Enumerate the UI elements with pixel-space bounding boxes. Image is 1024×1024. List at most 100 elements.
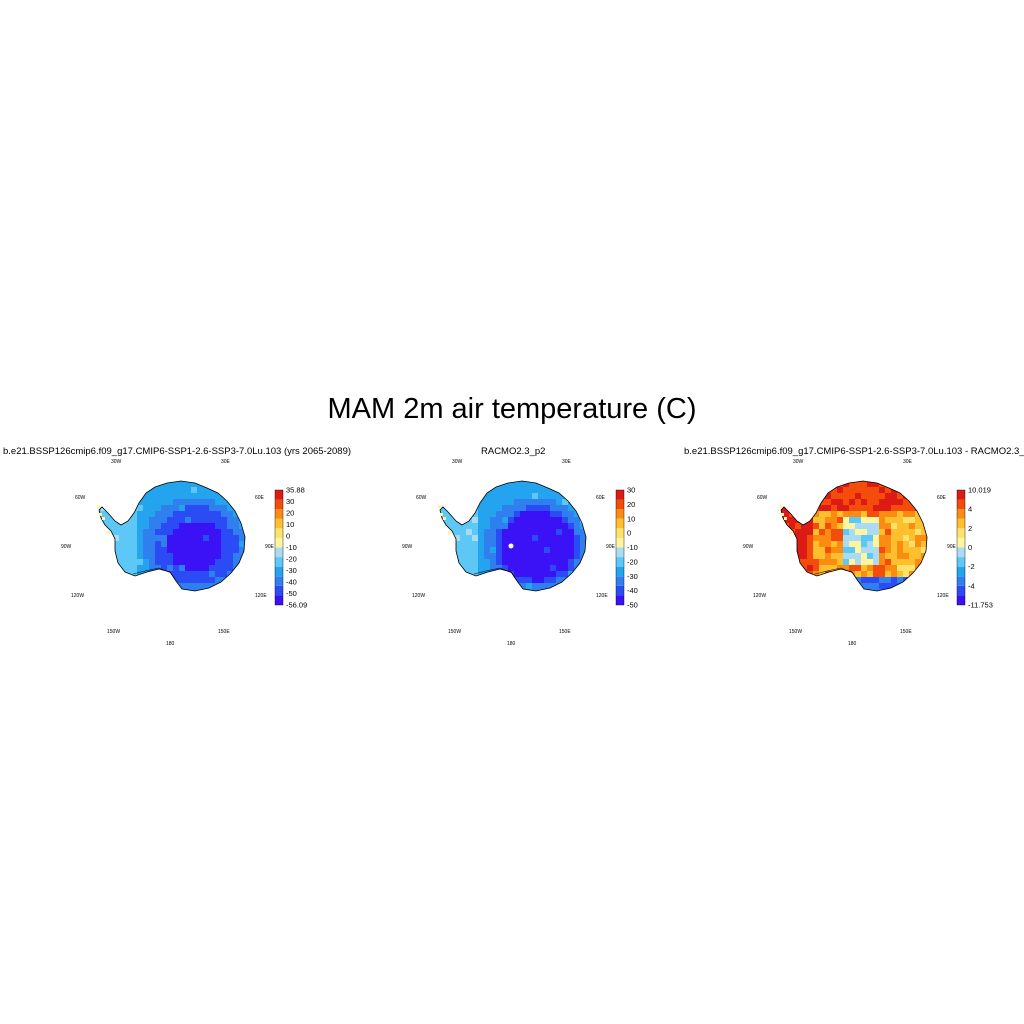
coastline <box>98 480 246 592</box>
lon-label-90e: 90E <box>947 544 957 550</box>
colorbar-label: -20 <box>286 555 297 564</box>
colorbar-swatch <box>957 585 965 596</box>
lon-label-180: 180 <box>166 641 175 647</box>
colorbar-label: -2 <box>968 562 975 571</box>
colorbar-label: 0 <box>968 543 972 552</box>
panel-2-lon-labels: 30W 30E 60W 60E 90W 90E 120W 120E 150W 150E 180 <box>402 459 616 647</box>
colorbar-label: 4 <box>968 505 972 514</box>
colorbar-label: -50 <box>286 589 297 598</box>
colorbar-swatch <box>275 585 283 596</box>
lon-label-150w: 150W <box>107 629 120 635</box>
colorbar-swatch <box>616 490 624 500</box>
colorbar-label: -30 <box>627 572 638 581</box>
panel-1-map: -56.09 -50 -40 -30 -20 -10 0 10 20 30 35.88 30W 30E… <box>61 459 307 647</box>
colorbar-label: -30 <box>286 566 297 575</box>
colorbar-swatch <box>957 566 965 577</box>
colorbar-swatch <box>275 576 283 586</box>
colorbar-label: -40 <box>286 578 297 587</box>
colorbar-swatch <box>957 595 965 605</box>
colorbar-swatch <box>275 537 283 548</box>
lon-label-90e: 90E <box>606 544 616 550</box>
colorbar-label: 10 <box>627 514 635 523</box>
colorbar-swatch <box>616 566 624 577</box>
colorbar-label: -11.753 <box>968 601 993 610</box>
lon-label-150e: 150E <box>218 629 230 635</box>
colorbar-swatch <box>616 518 624 529</box>
panel-1-field <box>97 480 246 592</box>
colorbar-swatch <box>616 576 624 586</box>
panel-3-map: -11.753 -4 -2 0 2 4 10.019 30W 30E 60W 60E 90W 90E 1… <box>743 459 993 647</box>
colorbar-label: 0 <box>286 532 290 541</box>
colorbar-swatch <box>957 499 965 510</box>
colorbar-swatch <box>957 547 965 558</box>
lon-label-120w: 120W <box>71 593 84 599</box>
lon-label-90w: 90W <box>402 544 413 550</box>
colorbar-swatch <box>957 557 965 567</box>
panel-3-colorbar: -11.753 -4 -2 0 2 4 10.019 <box>956 486 993 610</box>
lon-label-60e: 60E <box>255 495 265 501</box>
colorbar-label: 30 <box>286 497 294 506</box>
lon-label-30w: 30W <box>111 459 122 465</box>
colorbar-label: 20 <box>627 500 635 509</box>
lon-label-90w: 90W <box>61 544 72 550</box>
colorbar-swatch <box>275 518 283 529</box>
colorbar-label: -10 <box>627 543 638 552</box>
colorbar-swatch <box>616 509 624 519</box>
panel-3-field <box>779 480 928 592</box>
colorbar-label: 10.019 <box>968 486 991 495</box>
coastline <box>439 480 587 592</box>
colorbar-swatch <box>957 490 965 500</box>
colorbar-swatch <box>616 557 624 567</box>
colorbar-label: -40 <box>627 586 638 595</box>
panel-2-colorbar: -50 -40 -30 -20 -10 0 10 20 30 <box>615 486 638 610</box>
colorbar-label: -20 <box>627 557 638 566</box>
colorbar-swatch <box>957 537 965 548</box>
colorbar-swatch <box>616 537 624 548</box>
lon-label-120e: 120E <box>255 593 267 599</box>
lon-label-30w: 30W <box>793 459 804 465</box>
panel-1-title: b.e21.BSSP126cmip6.f09_g17.CMIP6-SSP1-2.… <box>3 446 352 457</box>
colorbar-swatch <box>275 566 283 577</box>
lon-label-90e: 90E <box>265 544 275 550</box>
colorbar-label: -56.09 <box>286 601 307 610</box>
panel-2-map: -50 -40 -30 -20 -10 0 10 20 30 30W 30E 60W 60E 90W 90… <box>402 459 638 647</box>
colorbar-swatch <box>957 518 965 529</box>
lon-label-180: 180 <box>848 641 857 647</box>
lon-label-120e: 120E <box>937 593 949 599</box>
panel-3-title: b.e21.BSSP126cmip6.f09_g17.CMIP6-SSP1-2.… <box>684 446 1024 457</box>
colorbar-swatch <box>275 499 283 510</box>
colorbar-label: -10 <box>286 543 297 552</box>
lon-label-150w: 150W <box>789 629 802 635</box>
lon-label-60w: 60W <box>75 495 86 501</box>
colorbar-label: -4 <box>968 581 975 590</box>
coastline <box>780 480 928 592</box>
lon-label-120e: 120E <box>596 593 608 599</box>
colorbar-swatch <box>957 509 965 519</box>
colorbar-swatch <box>616 499 624 510</box>
colorbar-swatch <box>275 490 283 500</box>
lon-label-180: 180 <box>507 641 516 647</box>
colorbar-label: 35.88 <box>286 486 305 495</box>
panel-3-lon-labels: 30W 30E 60W 60E 90W 90E 120W 120E 150W 150E 180 <box>743 459 957 647</box>
colorbar-swatch <box>275 547 283 558</box>
colorbar-label: 0 <box>627 529 631 538</box>
colorbar-swatch <box>616 528 624 538</box>
lon-label-150e: 150E <box>559 629 571 635</box>
colorbar-label: 10 <box>286 520 294 529</box>
colorbar-label: -50 <box>627 601 638 610</box>
colorbar-label: 20 <box>286 509 294 518</box>
colorbar-swatch <box>616 595 624 605</box>
lon-label-60e: 60E <box>937 495 947 501</box>
colorbar-swatch <box>616 585 624 596</box>
colorbar-swatch <box>957 576 965 586</box>
colorbar-swatch <box>957 528 965 538</box>
lon-label-90w: 90W <box>743 544 754 550</box>
colorbar-label: 2 <box>968 524 972 533</box>
lon-label-30w: 30W <box>452 459 463 465</box>
colorbar-swatch <box>616 547 624 558</box>
panel-2-field <box>438 480 587 592</box>
lon-label-60w: 60W <box>416 495 427 501</box>
pole-marker <box>508 543 514 549</box>
lon-label-30e: 30E <box>903 459 913 465</box>
panel-2-title: RACMO2.3_p2 <box>481 446 546 457</box>
